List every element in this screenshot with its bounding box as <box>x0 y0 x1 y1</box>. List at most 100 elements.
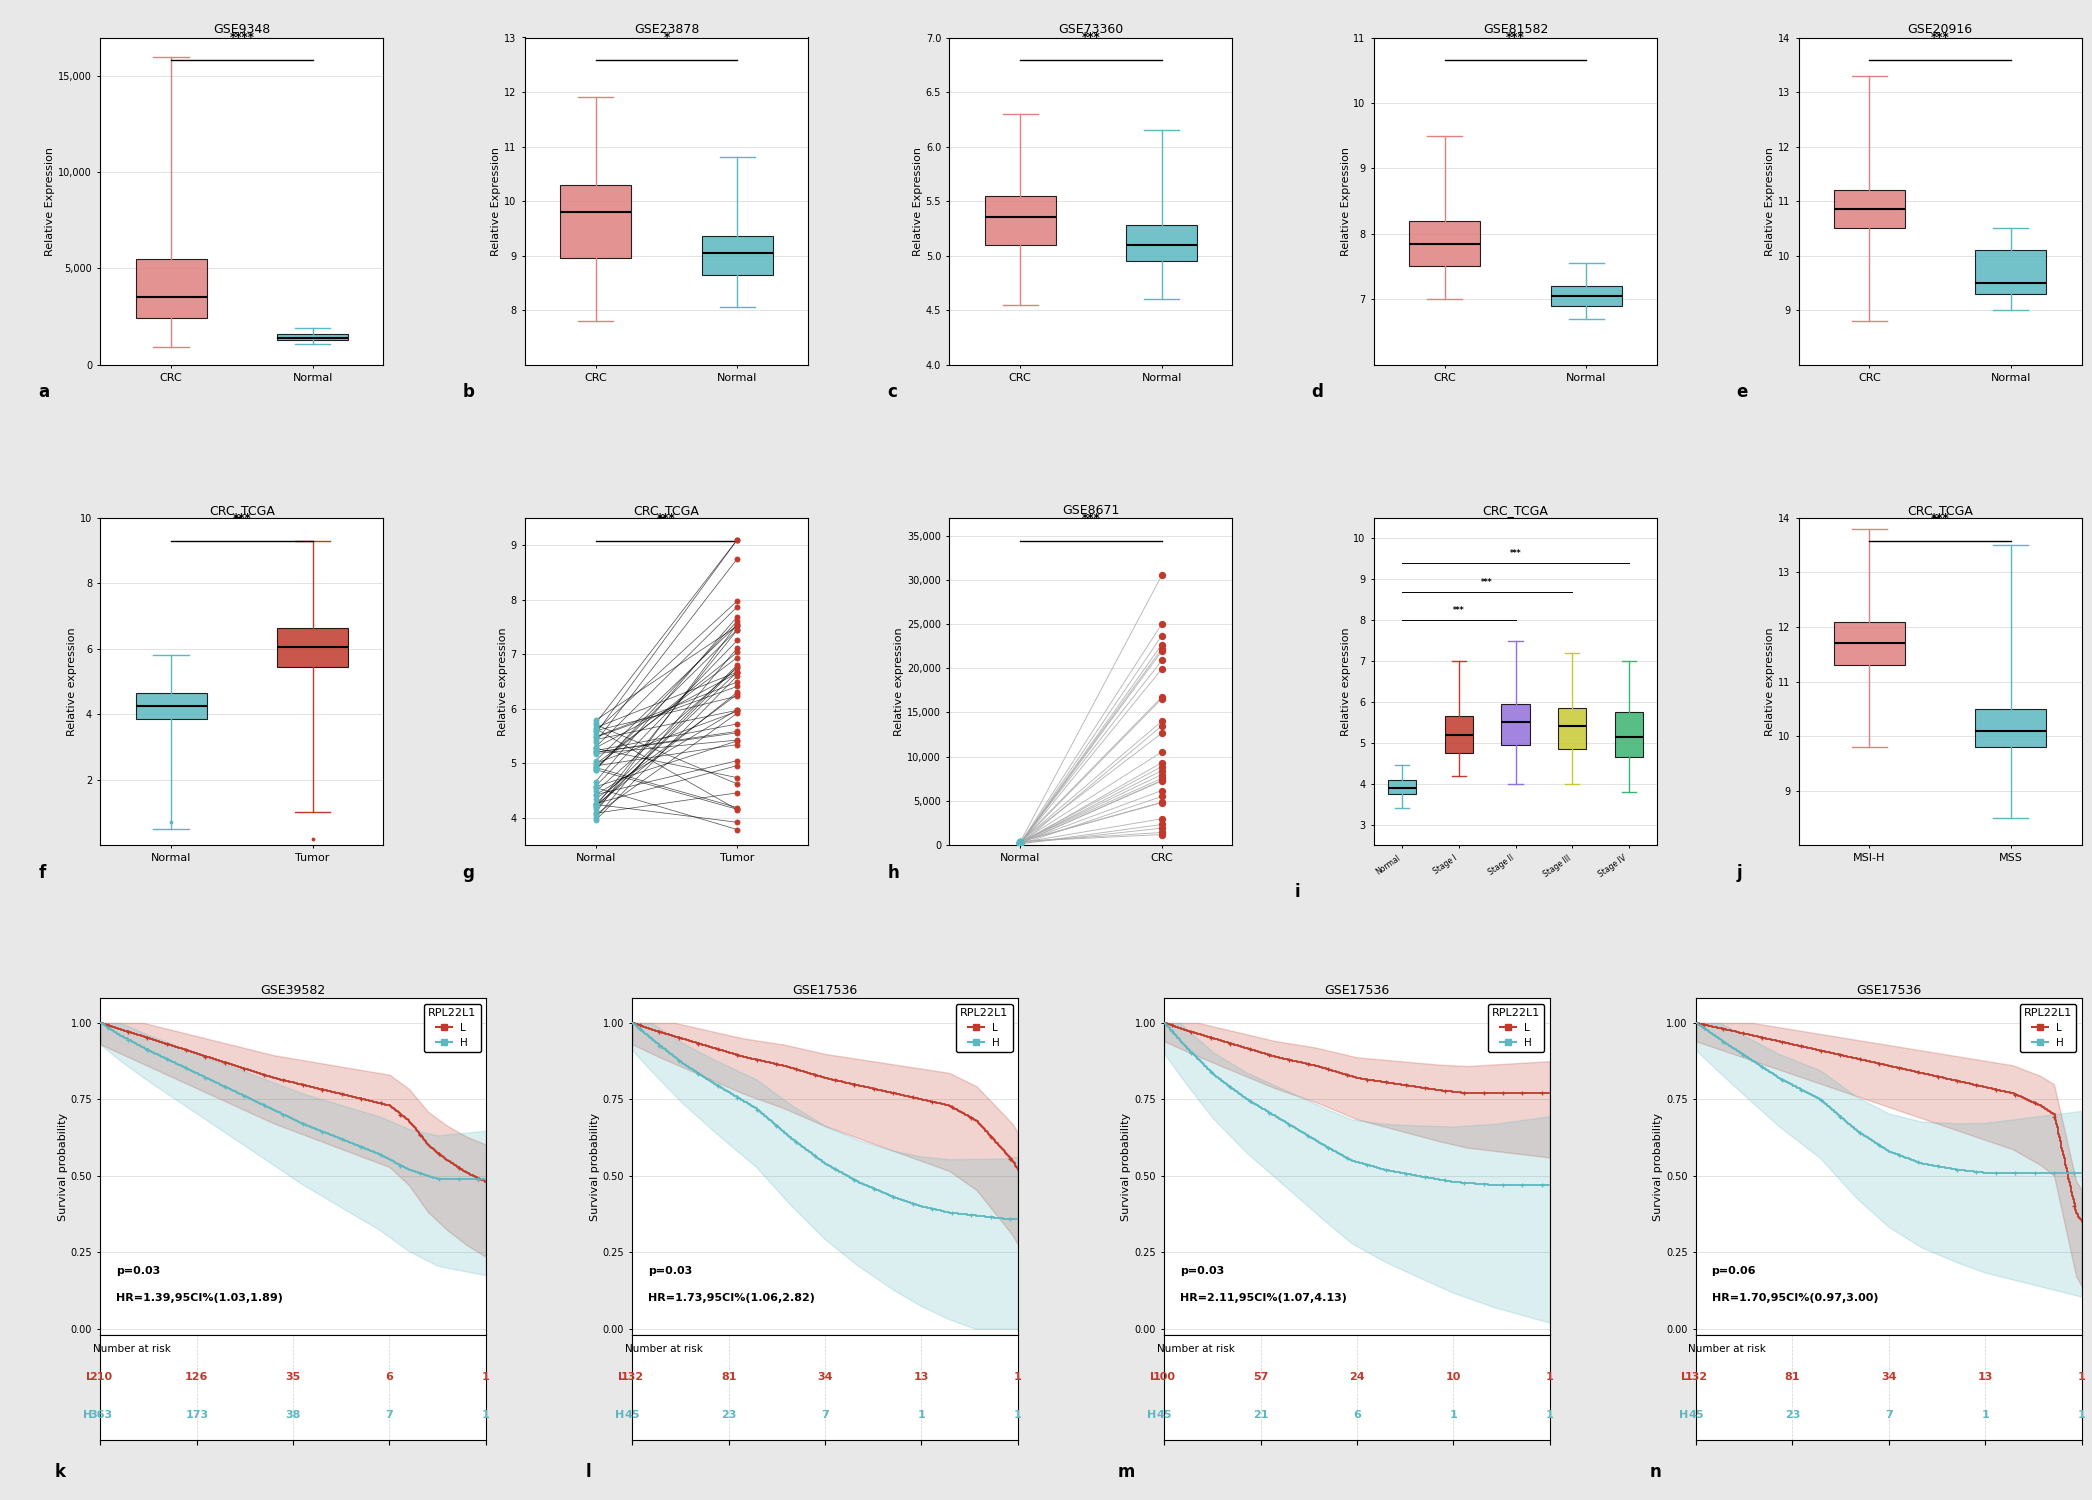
Text: 1: 1 <box>1015 1372 1021 1382</box>
X-axis label: OS_Time: OS_Time <box>801 1344 849 1354</box>
Point <box>1144 686 1178 709</box>
Point <box>1004 830 1038 854</box>
Text: L: L <box>617 1372 626 1382</box>
Text: 1: 1 <box>481 1410 490 1420</box>
Text: H: H <box>1146 1410 1157 1420</box>
Text: 7: 7 <box>385 1410 393 1420</box>
Point <box>579 806 613 830</box>
Text: 45: 45 <box>1157 1410 1172 1420</box>
Point <box>1004 830 1038 854</box>
Point <box>1144 813 1178 837</box>
Point <box>720 722 753 746</box>
Text: HR=2.11,95CI%(1.07,4.13): HR=2.11,95CI%(1.07,4.13) <box>1180 1293 1347 1304</box>
Point <box>1004 830 1038 854</box>
Text: e: e <box>1736 384 1747 402</box>
PathPatch shape <box>1615 712 1642 758</box>
Point <box>579 780 613 804</box>
Point <box>720 772 753 796</box>
Text: m: m <box>1117 1462 1136 1480</box>
Point <box>579 712 613 736</box>
Point <box>720 609 753 633</box>
Text: Number at risk: Number at risk <box>626 1344 703 1354</box>
Title: GSE9348: GSE9348 <box>213 24 270 36</box>
Text: p=0.03: p=0.03 <box>1180 1266 1224 1276</box>
Point <box>579 758 613 782</box>
Point <box>720 604 753 628</box>
Point <box>1144 766 1178 790</box>
Point <box>1144 816 1178 840</box>
Text: HR=1.70,95CI%(0.97,3.00): HR=1.70,95CI%(0.97,3.00) <box>1711 1293 1879 1304</box>
Point <box>579 752 613 776</box>
Point <box>720 680 753 703</box>
Point <box>720 720 753 744</box>
Point <box>579 724 613 748</box>
Point <box>720 548 753 572</box>
Point <box>1144 710 1178 734</box>
Text: 45: 45 <box>1688 1410 1703 1420</box>
Point <box>1004 833 1038 856</box>
Point <box>579 722 613 746</box>
Point <box>720 698 753 721</box>
Point <box>579 708 613 732</box>
Text: f: f <box>38 864 46 882</box>
Point <box>1144 633 1178 657</box>
Point <box>720 818 753 842</box>
Text: 132: 132 <box>1684 1372 1707 1382</box>
Text: b: b <box>462 384 475 402</box>
PathPatch shape <box>1389 780 1416 794</box>
Point <box>579 776 613 800</box>
Y-axis label: Relative expression: Relative expression <box>895 627 904 736</box>
Text: ***: *** <box>1931 512 1950 525</box>
Point <box>1144 790 1178 814</box>
Text: ***: *** <box>1931 32 1950 44</box>
Text: ***: *** <box>1454 606 1464 615</box>
Point <box>720 699 753 723</box>
Point <box>720 612 753 636</box>
Point <box>1004 831 1038 855</box>
Point <box>720 660 753 684</box>
Point <box>579 741 613 765</box>
Text: h: h <box>887 864 900 882</box>
Text: p=0.03: p=0.03 <box>649 1266 692 1276</box>
Text: *: * <box>663 32 669 44</box>
Text: L: L <box>1682 1372 1688 1382</box>
Point <box>1144 790 1178 814</box>
Point <box>720 640 753 664</box>
Point <box>1004 831 1038 855</box>
Point <box>579 808 613 832</box>
Text: 7: 7 <box>1885 1410 1893 1420</box>
Text: 210: 210 <box>88 1372 113 1382</box>
Point <box>1004 833 1038 856</box>
Text: 1: 1 <box>1546 1372 1554 1382</box>
PathPatch shape <box>136 693 207 718</box>
Point <box>1144 722 1178 746</box>
Text: 363: 363 <box>88 1410 113 1420</box>
Point <box>579 794 613 818</box>
Point <box>720 682 753 706</box>
Point <box>720 798 753 822</box>
Text: ***: *** <box>1082 32 1100 44</box>
Point <box>579 801 613 825</box>
Text: L: L <box>86 1372 92 1382</box>
Point <box>1004 831 1038 855</box>
Point <box>1004 831 1038 855</box>
Point <box>1004 831 1038 855</box>
Text: Number at risk: Number at risk <box>92 1344 172 1354</box>
Text: 1: 1 <box>2077 1410 2086 1420</box>
Title: CRC_TCGA: CRC_TCGA <box>209 504 274 518</box>
Point <box>1144 754 1178 778</box>
Text: 34: 34 <box>1881 1372 1897 1382</box>
Point <box>720 753 753 777</box>
Legend: L, H: L, H <box>2019 1004 2077 1053</box>
Text: 6: 6 <box>385 1372 393 1382</box>
Point <box>1004 830 1038 854</box>
Point <box>579 754 613 778</box>
Point <box>579 718 613 742</box>
Text: 1: 1 <box>2077 1372 2086 1382</box>
Text: 1: 1 <box>1981 1410 1989 1420</box>
Point <box>579 754 613 778</box>
Y-axis label: Relative Expression: Relative Expression <box>912 147 923 255</box>
Text: Number at risk: Number at risk <box>1688 1344 1766 1354</box>
Point <box>1004 830 1038 854</box>
Point <box>1144 822 1178 846</box>
